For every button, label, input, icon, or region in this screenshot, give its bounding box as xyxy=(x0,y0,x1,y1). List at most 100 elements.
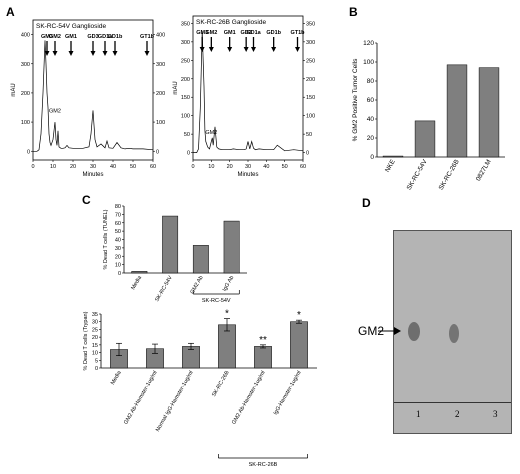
y-tick-label: 60 xyxy=(367,97,375,104)
marker-label: GM3 xyxy=(41,34,53,40)
y-tick-label: 400 xyxy=(21,33,30,39)
chromatogram-trace xyxy=(33,40,154,152)
marker-arrow-head xyxy=(208,47,214,52)
y-tick-label: 250 xyxy=(181,58,190,64)
significance-marker: * xyxy=(225,309,229,320)
marker-label: GT1b xyxy=(290,30,305,36)
x-tick-label: Media xyxy=(110,369,123,386)
bar xyxy=(414,120,436,158)
marker-label: GM2 xyxy=(49,34,61,40)
y-tick-label: 60 xyxy=(115,221,121,227)
y-tick-label: 30 xyxy=(92,320,98,326)
bar xyxy=(131,271,148,274)
y-tick-label: 20 xyxy=(92,335,98,341)
y-axis-label: mAU xyxy=(173,81,179,94)
x-tick-label: SK-RC-26B xyxy=(211,370,231,398)
y-tick-label-right: 100 xyxy=(306,114,315,120)
x-tick-label: 0 xyxy=(31,164,34,170)
y-tick-label: 20 xyxy=(115,254,121,260)
marker-label: GD1b xyxy=(266,30,281,36)
gel-arrow xyxy=(378,327,401,335)
x-axis-label: Minutes xyxy=(237,172,258,178)
y-tick-label-right: 0 xyxy=(156,149,159,155)
y-tick-label: 300 xyxy=(181,40,190,46)
marker-label: GD1a xyxy=(98,34,113,40)
y-tick-label: 50 xyxy=(184,132,190,138)
y-tick-label: 25 xyxy=(92,327,98,333)
marker-arrow-head xyxy=(144,51,150,56)
marker-label: GM1 xyxy=(224,30,236,36)
bar xyxy=(254,346,272,369)
y-axis-label: % Dead T cells (TUNEL) xyxy=(103,209,109,269)
gel-spot xyxy=(408,322,420,341)
gel-lane-label-2: 2 xyxy=(455,409,460,419)
y-tick-label: 0 xyxy=(370,154,374,161)
significance-marker: ** xyxy=(259,335,267,346)
chart-title: SK-RC-26B Ganglioside xyxy=(196,19,266,26)
plot-frame xyxy=(192,15,304,161)
y-tick-label: 15 xyxy=(92,343,98,349)
y-tick-label: 300 xyxy=(21,62,30,68)
x-tick-label: GM2 Ab xyxy=(189,275,204,295)
marker-arrow-head xyxy=(271,47,277,52)
x-tick-label: 60 xyxy=(300,164,306,170)
y-tick-label-right: 200 xyxy=(156,91,165,97)
x-tick-label: 0827LM xyxy=(475,159,493,183)
y-tick-label: 350 xyxy=(181,21,190,27)
gel-lane-label-1: 1 xyxy=(416,409,421,419)
x-tick-label: GM2 Ab-Hamster-1ug/ml xyxy=(123,370,159,426)
significance-marker: * xyxy=(297,310,301,321)
x-tick-label: 60 xyxy=(150,164,156,170)
bar xyxy=(290,321,308,369)
x-tick-label: 20 xyxy=(70,164,76,170)
peak-label: GM2 xyxy=(205,130,217,136)
x-tick-label: 50 xyxy=(130,164,136,170)
marker-label: GM1 xyxy=(65,34,77,40)
marker-arrow-head xyxy=(68,51,74,56)
y-tick-label-right: 0 xyxy=(306,151,309,157)
gel-baseline xyxy=(394,402,511,403)
y-tick-label: 0 xyxy=(27,149,30,155)
x-tick-label: 40 xyxy=(263,164,269,170)
y-tick-label: 0 xyxy=(187,151,190,157)
marker-arrow-head xyxy=(199,47,205,52)
y-tick-label: 50 xyxy=(115,229,121,235)
x-tick-label: 50 xyxy=(282,164,288,170)
tunel-bar-chart: 0 10 20 30 40 50 60 70 80 Media SK-RC-54V GM2 Ab IgG… xyxy=(103,204,247,304)
marker-arrow-head xyxy=(52,51,58,56)
marker-arrow-head xyxy=(112,51,118,56)
gm2-positive-bar-chart: 0 20 40 60 80 100 120 NKE SK-RC-54V SK-RC-26B 0827… xyxy=(352,40,505,191)
y-tick-label: 30 xyxy=(115,246,121,252)
x-tick-label: IgG Ab xyxy=(222,275,236,293)
y-tick-label: 35 xyxy=(92,312,98,318)
gel-spot xyxy=(449,324,459,343)
marker-arrow-head xyxy=(227,47,233,52)
bar xyxy=(162,215,179,274)
marker-label: GM2 xyxy=(205,30,217,36)
marker-label: GD3 xyxy=(87,34,98,40)
marker-arrow-head xyxy=(243,47,249,52)
bar xyxy=(446,64,468,158)
x-tick-label: 30 xyxy=(245,164,251,170)
y-tick-label-right: 200 xyxy=(306,77,315,83)
x-tick-label: IgG-Hamster-1ug/ml xyxy=(273,370,303,416)
y-tick-label: 100 xyxy=(181,114,190,120)
x-axis-label: Minutes xyxy=(82,172,103,178)
y-tick-label: 5 xyxy=(95,358,98,364)
y-tick-label: 200 xyxy=(21,91,30,97)
x-tick-label: 30 xyxy=(90,164,96,170)
x-tick-label: SK-RC-54V xyxy=(154,275,174,303)
peak-label: GM2 xyxy=(49,108,61,114)
y-tick-label: 20 xyxy=(367,135,375,142)
y-tick-label: 120 xyxy=(363,40,374,47)
panel-letter-c: C xyxy=(82,193,91,207)
group-label: SK-RC-26B xyxy=(249,462,278,468)
marker-label: GD1b xyxy=(108,34,123,40)
y-axis-label: mAU xyxy=(11,83,17,96)
y-tick-label: 200 xyxy=(181,77,190,83)
y-tick-label: 10 xyxy=(115,263,121,269)
x-tick-label: Media xyxy=(130,274,143,291)
